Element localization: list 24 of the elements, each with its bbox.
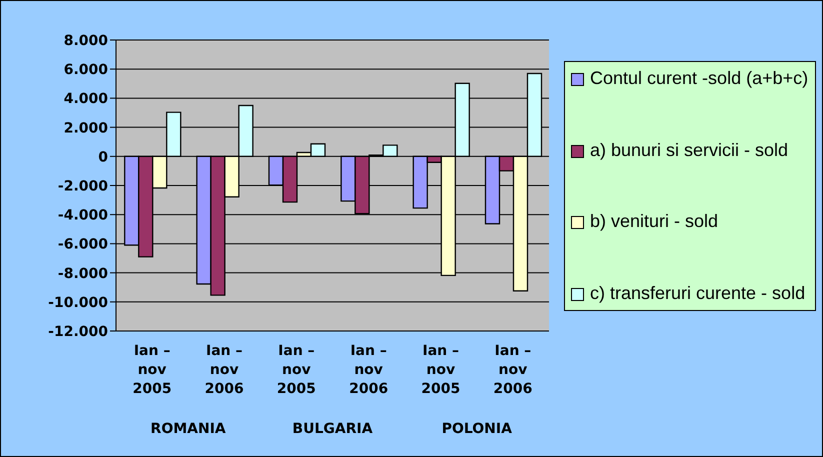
text: BULGARIA (291, 421, 374, 437)
y-tick-label: 6.000 (64, 62, 108, 78)
y-tick-label: -10.000 (48, 294, 108, 311)
y-tick-label: 0 (98, 149, 108, 166)
y-tick-label: -8.000 (58, 266, 108, 282)
y-tick-label: 8.000 (64, 32, 108, 49)
x-tick-label: Ian – nov 2006 (204, 343, 244, 397)
y-tick-label: -6.000 (58, 236, 108, 253)
x-tick-label: Ian – nov 2005 (421, 343, 460, 397)
y-tick-label: -2.000 (58, 178, 108, 194)
x-tick-label: Ian – nov 2006 (349, 343, 388, 397)
legend-label: Contul curent -sold (a+b+c) (590, 68, 808, 89)
text: POLONIA (440, 421, 513, 437)
text: ROMANIA (150, 421, 227, 437)
x-tick-label: Ian – nov 2005 (132, 343, 172, 397)
y-tick-label: 2.000 (64, 120, 108, 136)
legend-label: c) transferuri curente - sold (590, 282, 806, 304)
x-tick-label: Ian – nov 2006 (493, 343, 532, 397)
legend-label: a) bunuri si servicii - sold (590, 140, 788, 161)
legend-label: b) venituri - sold (590, 211, 718, 232)
x-tick-label: Ian – nov 2005 (276, 343, 316, 397)
y-tick-label: -4.000 (58, 208, 108, 224)
y-tick-label: -12.000 (48, 324, 108, 340)
y-tick-label: 4.000 (64, 91, 108, 108)
